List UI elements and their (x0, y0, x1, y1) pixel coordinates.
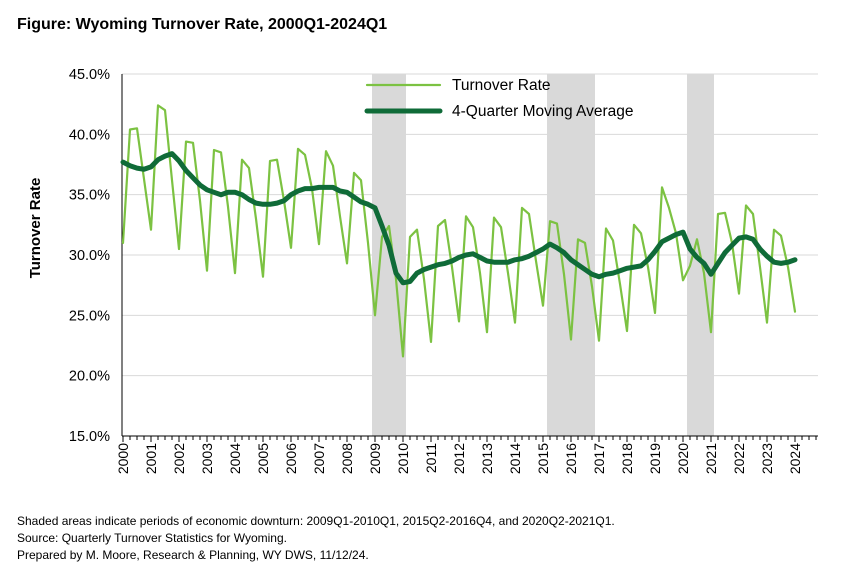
legend-label: 4-Quarter Moving Average (452, 103, 634, 120)
x-tick-label: 2016 (563, 443, 579, 474)
legend-label: Turnover Rate (452, 77, 551, 94)
note-source: Source: Quarterly Turnover Statistics fo… (17, 531, 287, 545)
x-tick-label: 2010 (395, 443, 411, 474)
x-tick-label: 2021 (703, 443, 719, 474)
figure-notes: Shaded areas indicate periods of economi… (17, 513, 615, 564)
x-tick-label: 2020 (675, 443, 691, 474)
y-tick-label: 45.0% (69, 67, 110, 83)
x-tick-label: 2014 (507, 443, 523, 474)
x-tick-label: 2001 (143, 443, 159, 474)
figure-title: Figure: Wyoming Turnover Rate, 2000Q1-20… (17, 16, 388, 33)
x-tick-labels: 2000 2001 2002 2003 2004 2005 2006 2007 2008 2009… (115, 443, 803, 474)
x-tick-label: 2023 (759, 443, 775, 474)
x-tick-label: 2009 (367, 443, 383, 474)
y-tick-label: 40.0% (69, 127, 110, 143)
x-tick-label: 2022 (731, 443, 747, 474)
x-tick-label: 2024 (787, 443, 803, 474)
x-tick-label: 2006 (283, 443, 299, 474)
y-tick-label: 30.0% (69, 248, 110, 264)
axes (121, 74, 818, 442)
note-downturns: Shaded areas indicate periods of economi… (17, 514, 615, 528)
y-tick-label: 20.0% (69, 369, 110, 385)
x-tick-label: 2015 (535, 443, 551, 474)
x-tick-label: 2017 (591, 443, 607, 474)
x-tick-label: 2000 (115, 443, 131, 474)
y-tick-label: 35.0% (69, 188, 110, 204)
legend: Turnover Rate 4-Quarter Moving Average (364, 77, 634, 120)
x-tick-label: 2018 (619, 443, 635, 474)
y-tick-labels: 15.0% 20.0% 25.0% 30.0% 35.0% 40.0% 45.0% (69, 67, 110, 445)
x-tick-label: 2008 (339, 443, 355, 474)
series-moving-average (120, 151, 798, 286)
x-tick-label: 2013 (479, 443, 495, 474)
x-tick-label: 2005 (255, 443, 271, 474)
y-tick-label: 25.0% (69, 308, 110, 324)
series-lines (120, 104, 798, 358)
x-tick-label: 2012 (451, 443, 467, 474)
x-tick-label: 2004 (227, 443, 243, 474)
note-prepared-by: Prepared by M. Moore, Research & Plannin… (17, 548, 369, 562)
x-tick-label: 2011 (423, 443, 439, 473)
x-tick-label: 2002 (171, 443, 187, 474)
y-tick-label: 15.0% (69, 429, 110, 445)
y-axis-label: Turnover Rate (27, 178, 44, 279)
series-turnover-rate (121, 104, 797, 358)
x-tick-label: 2019 (647, 443, 663, 474)
x-tick-label: 2003 (199, 443, 215, 474)
x-tick-label: 2007 (311, 443, 327, 474)
